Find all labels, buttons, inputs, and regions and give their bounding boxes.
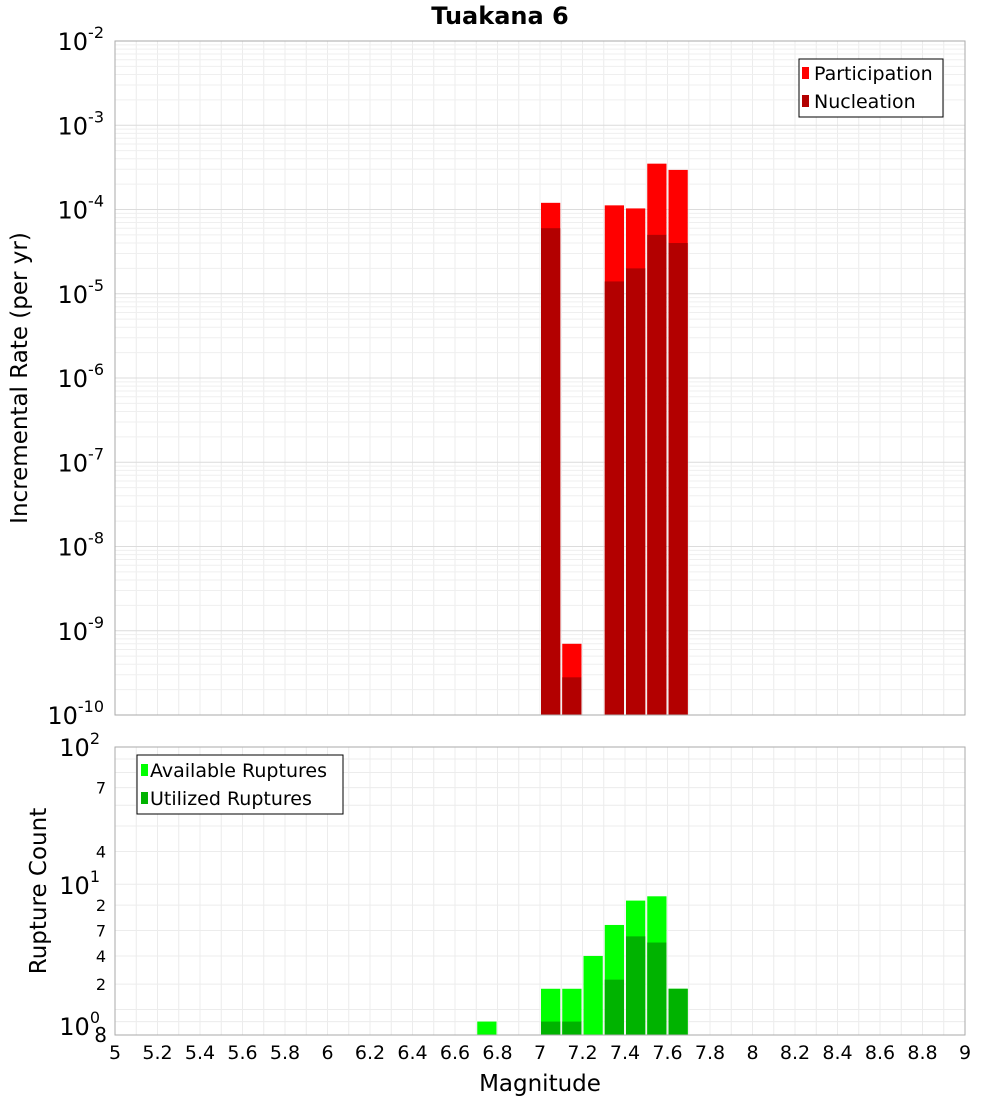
rate-y-tick-exponent: -2 bbox=[88, 23, 104, 42]
x-tick-label: 5.4 bbox=[185, 1042, 215, 1064]
x-tick-label: 9 bbox=[959, 1042, 971, 1064]
rate-y-tick-exponent: -4 bbox=[88, 192, 104, 211]
rate-y-tick-exponent: -6 bbox=[88, 360, 104, 379]
x-tick-label: 5.8 bbox=[270, 1042, 300, 1064]
rate-y-tick-exponent: -5 bbox=[88, 276, 104, 295]
rate-y-tick-label: 10-2 bbox=[58, 23, 105, 56]
count-bar-utilized-ruptures bbox=[626, 936, 646, 1035]
rate-legend-box bbox=[798, 58, 944, 118]
rate-bar-nucleation bbox=[647, 234, 667, 716]
count-y-tick-exponent: 1 bbox=[90, 867, 100, 886]
count-bar-utilized-ruptures bbox=[604, 979, 624, 1035]
x-tick-label: 7.8 bbox=[695, 1042, 725, 1064]
count-y-tick-label: 102 bbox=[59, 729, 100, 762]
chart-title: Tuakana 6 bbox=[431, 2, 569, 30]
rupture-y-axis-title: Rupture Count bbox=[26, 808, 52, 974]
rate-y-tick-label: 10-3 bbox=[58, 107, 105, 140]
rate-y-tick-label: 10-4 bbox=[58, 192, 105, 225]
rate-y-axis-title: Incremental Rate (per yr) bbox=[7, 232, 33, 524]
count-bar-utilized-ruptures bbox=[541, 1021, 561, 1035]
x-tick-label: 6.6 bbox=[440, 1042, 470, 1064]
rate-plot-border bbox=[114, 40, 966, 716]
rate-bar-nucleation bbox=[562, 677, 582, 715]
count-y-tick-minor-label: 4 bbox=[96, 947, 106, 966]
count-y-tick-label: 101 bbox=[59, 867, 100, 900]
rate-y-tick-label: 10-10 bbox=[47, 697, 104, 730]
count-y-tick-minor-label: 8 bbox=[94, 1023, 107, 1047]
rate-y-tick-exponent: -3 bbox=[88, 107, 104, 126]
rate-legend[interactable]: Participation Nucleation bbox=[798, 58, 944, 118]
rate-y-tick-label: 10-8 bbox=[58, 529, 105, 562]
x-tick-labels: 5 5.2 5.4 5.6 5.8 6 6.2 6.4 6.6 6.8 7 7.2 7.4 7.6 7.8 8… bbox=[109, 1042, 971, 1064]
rate-y-tick-label: 10-6 bbox=[58, 360, 105, 393]
x-tick-label: 7.2 bbox=[567, 1042, 597, 1064]
x-tick-label: 8.2 bbox=[780, 1042, 810, 1064]
x-tick-label: 6 bbox=[321, 1042, 333, 1064]
count-y-tick-exponent: 0 bbox=[90, 1008, 100, 1027]
rate-y-tick-exponent: -9 bbox=[88, 613, 104, 632]
count-bar-utilized-ruptures bbox=[562, 1021, 582, 1035]
rate-bar-nucleation bbox=[668, 243, 688, 716]
legend-participation-label: Participation bbox=[814, 63, 933, 85]
x-tick-label: 6.2 bbox=[355, 1042, 385, 1064]
x-tick-label: 6.4 bbox=[397, 1042, 427, 1064]
rupture-plot-bars bbox=[477, 896, 688, 1035]
rate-y-tick-exponent: -10 bbox=[78, 697, 104, 716]
count-bar-utilized-ruptures bbox=[647, 942, 667, 1035]
x-tick-label: 5.2 bbox=[142, 1042, 172, 1064]
rate-y-tick-labels: 10-10 10-9 10-8 10-7 10-6 10-5 10-4 10-3 10-2 bbox=[47, 23, 104, 730]
count-y-tick-minor-label: 7 bbox=[96, 922, 106, 941]
x-tick-label: 5 bbox=[109, 1042, 121, 1064]
x-tick-label: 7 bbox=[534, 1042, 546, 1064]
rate-bar-nucleation bbox=[604, 281, 624, 715]
rate-bar-nucleation bbox=[541, 228, 561, 716]
count-y-tick-minor-label: 2 bbox=[96, 896, 106, 915]
x-tick-label: 8 bbox=[746, 1042, 758, 1064]
count-bar-available-ruptures bbox=[477, 1021, 497, 1035]
x-tick-label: 8.6 bbox=[865, 1042, 895, 1064]
legend-available-label: Available Ruptures bbox=[150, 760, 327, 782]
participation-swatch-icon bbox=[802, 67, 809, 79]
x-tick-label: 7.4 bbox=[610, 1042, 640, 1064]
rupture-legend[interactable]: Available Ruptures Utilized Ruptures bbox=[136, 754, 344, 815]
rupture-plot-border bbox=[114, 746, 966, 1036]
legend-nucleation-label: Nucleation bbox=[814, 91, 916, 113]
x-tick-label: 6.8 bbox=[482, 1042, 512, 1064]
rate-y-tick-exponent: -8 bbox=[88, 529, 104, 548]
rate-plot: 10-10 10-9 10-8 10-7 10-6 10-5 10-4 10-3 10-2 In… bbox=[7, 23, 966, 730]
available-swatch-icon bbox=[141, 764, 148, 776]
rate-plot-grid bbox=[114, 41, 966, 716]
rate-y-tick-label: 10-5 bbox=[58, 276, 105, 309]
count-y-tick-exponent: 2 bbox=[90, 729, 100, 748]
count-y-tick-minor-label: 7 bbox=[96, 779, 106, 798]
x-axis-title: Magnitude bbox=[479, 1071, 601, 1097]
count-y-tick-minor-label: 4 bbox=[96, 842, 106, 861]
utilized-swatch-icon bbox=[141, 792, 148, 804]
legend-utilized-label: Utilized Ruptures bbox=[150, 788, 312, 810]
nucleation-swatch-icon bbox=[802, 95, 809, 107]
count-bar-available-ruptures bbox=[583, 955, 603, 1035]
rate-y-tick-exponent: -7 bbox=[88, 444, 104, 463]
count-y-tick-minor-label: 2 bbox=[96, 975, 106, 994]
rupture-legend-box bbox=[136, 754, 344, 815]
rate-plot-bars bbox=[541, 163, 688, 716]
rate-bar-nucleation bbox=[626, 268, 646, 715]
rate-y-tick-label: 10-7 bbox=[58, 444, 105, 477]
x-tick-label: 8.8 bbox=[907, 1042, 937, 1064]
x-tick-label: 8.4 bbox=[822, 1042, 852, 1064]
rate-y-tick-label: 10-9 bbox=[58, 613, 105, 646]
x-tick-label: 5.6 bbox=[227, 1042, 257, 1064]
count-bar-utilized-ruptures bbox=[668, 988, 688, 1035]
x-tick-label: 7.6 bbox=[652, 1042, 682, 1064]
